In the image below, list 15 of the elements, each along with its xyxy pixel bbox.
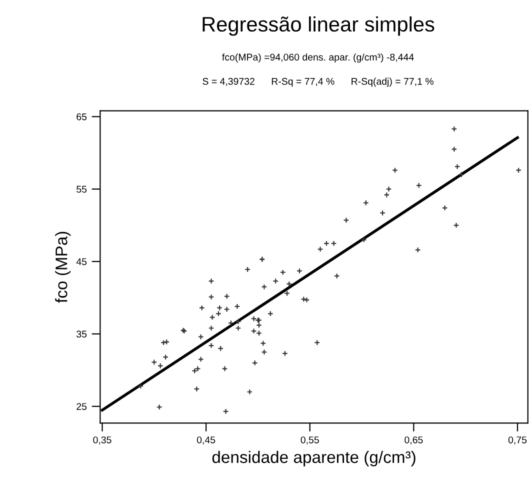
x-tick-label: 0,75 <box>508 436 527 444</box>
text: S = 4,39732 R-Sq = 77,4 % R-Sq(adj) = 77,1 % <box>202 78 434 87</box>
chart-subtitle: fco(MPa) =94,060 dens. apar. (g/cm³) -8,444 <box>222 53 414 63</box>
x-tick-label: 0,45 <box>196 436 216 444</box>
x-axis-title: densidade aparente (g/cm³) <box>212 450 416 466</box>
y-tick-label: 25 <box>76 403 87 410</box>
x-tick-label: 0,35 <box>93 436 112 444</box>
y-tick-label: 45 <box>76 258 87 266</box>
x-tick-label: 0,65 <box>404 436 423 444</box>
y-axis-title: fco (MPa) <box>55 232 71 303</box>
y-tick-label: 35 <box>76 330 87 338</box>
y-tick-label: 65 <box>76 113 87 120</box>
chart-title: Regressão linear simples <box>202 16 434 36</box>
x-tick-label: 0,55 <box>300 436 319 444</box>
y-tick-label: 55 <box>76 186 87 193</box>
